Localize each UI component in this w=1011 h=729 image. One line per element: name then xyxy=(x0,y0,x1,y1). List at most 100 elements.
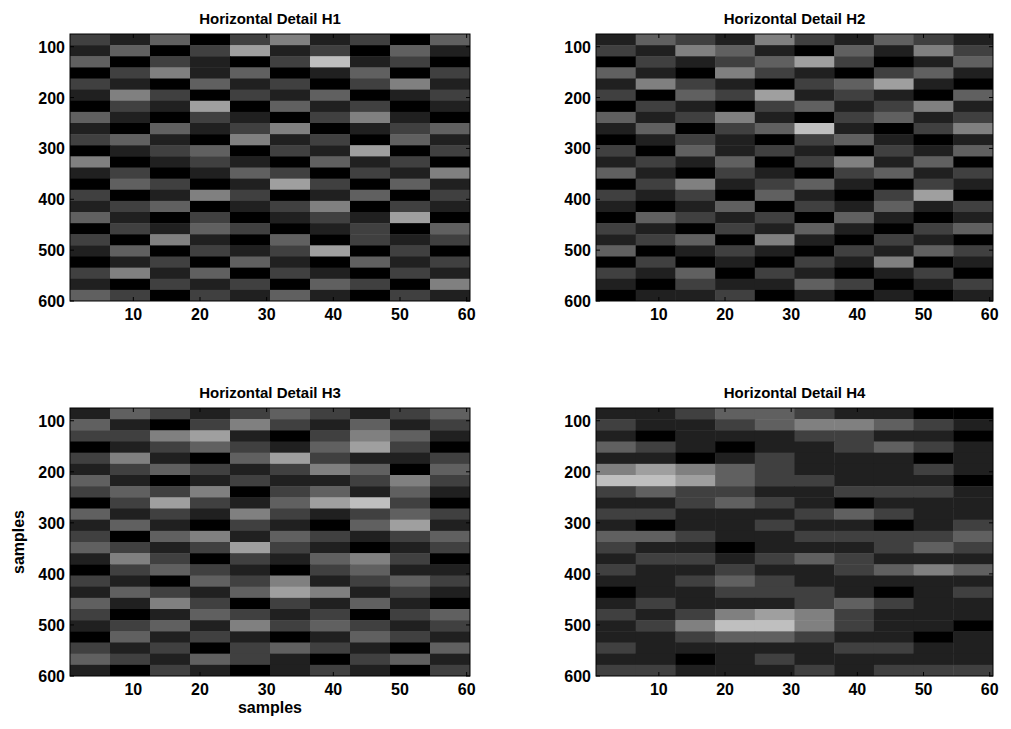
cell xyxy=(270,620,311,632)
cell xyxy=(150,190,191,202)
cell xyxy=(715,486,755,498)
cell xyxy=(150,101,191,113)
cell xyxy=(675,34,715,46)
cell xyxy=(110,190,151,202)
cell xyxy=(430,179,470,191)
cell xyxy=(150,201,191,213)
cell xyxy=(150,564,191,576)
cell xyxy=(110,442,151,454)
cell xyxy=(230,419,271,431)
cell xyxy=(230,234,271,246)
cell xyxy=(636,442,676,454)
cell xyxy=(675,542,715,554)
x-tick xyxy=(266,672,267,676)
cell xyxy=(874,453,914,465)
cell xyxy=(110,201,151,213)
cell xyxy=(914,631,954,643)
cell xyxy=(675,576,715,588)
cell xyxy=(914,223,954,235)
cell xyxy=(430,542,470,554)
cell xyxy=(70,609,111,621)
cell xyxy=(430,553,470,565)
cell xyxy=(715,290,755,301)
cell xyxy=(350,212,391,224)
cell xyxy=(715,112,755,124)
cell xyxy=(715,531,755,543)
cell xyxy=(190,419,231,431)
cell xyxy=(755,123,795,135)
cell xyxy=(310,553,351,565)
cell xyxy=(914,290,954,301)
y-tick-label: 100 xyxy=(564,39,591,56)
cell xyxy=(390,609,431,621)
y-tick xyxy=(466,471,470,472)
cell xyxy=(755,168,795,180)
cell xyxy=(350,223,391,235)
cell xyxy=(270,56,311,68)
cell xyxy=(755,56,795,68)
cell xyxy=(953,643,993,655)
cell xyxy=(230,112,271,124)
cell xyxy=(150,408,191,420)
cell xyxy=(150,631,191,643)
cell xyxy=(70,531,111,543)
cell xyxy=(874,598,914,610)
cell xyxy=(636,90,676,102)
cell xyxy=(636,542,676,554)
x-tick xyxy=(200,408,201,412)
cell xyxy=(834,430,874,442)
x-tick xyxy=(658,297,659,301)
cell xyxy=(755,134,795,146)
cell xyxy=(270,112,311,124)
y-tick-label: 200 xyxy=(564,90,591,107)
cell xyxy=(874,464,914,476)
cell xyxy=(310,620,351,632)
cell xyxy=(834,631,874,643)
cell xyxy=(874,609,914,621)
y-tick xyxy=(466,199,470,200)
y-tick-label: 500 xyxy=(564,617,591,634)
cell xyxy=(834,90,874,102)
cell xyxy=(390,123,431,135)
cell xyxy=(715,665,755,676)
cell xyxy=(350,179,391,191)
cell xyxy=(953,587,993,599)
cell xyxy=(596,90,636,102)
cell xyxy=(230,453,271,465)
cell xyxy=(190,486,231,498)
cell xyxy=(755,430,795,442)
cell xyxy=(150,179,191,191)
cell xyxy=(430,112,470,124)
cell xyxy=(150,90,191,102)
cell xyxy=(310,598,351,610)
cell xyxy=(636,620,676,632)
cell xyxy=(755,509,795,521)
x-tick xyxy=(791,672,792,676)
cell xyxy=(430,67,470,79)
cell xyxy=(755,486,795,498)
cell xyxy=(953,654,993,666)
cell xyxy=(310,123,351,135)
cell xyxy=(795,442,835,454)
cell xyxy=(270,419,311,431)
x-tick xyxy=(791,408,792,412)
cell xyxy=(874,156,914,168)
cell xyxy=(310,45,351,57)
cell xyxy=(874,620,914,632)
y-tick xyxy=(596,148,600,149)
cell xyxy=(310,475,351,487)
cell xyxy=(190,79,231,91)
cell xyxy=(755,564,795,576)
x-tick xyxy=(200,672,201,676)
y-tick xyxy=(70,471,74,472)
cell xyxy=(110,45,151,57)
cell xyxy=(230,168,271,180)
cell xyxy=(310,531,351,543)
cell xyxy=(350,34,391,46)
cell xyxy=(270,464,311,476)
cell xyxy=(150,497,191,509)
cell xyxy=(230,620,271,632)
cell xyxy=(390,212,431,224)
cell xyxy=(914,408,954,420)
cell xyxy=(953,79,993,91)
